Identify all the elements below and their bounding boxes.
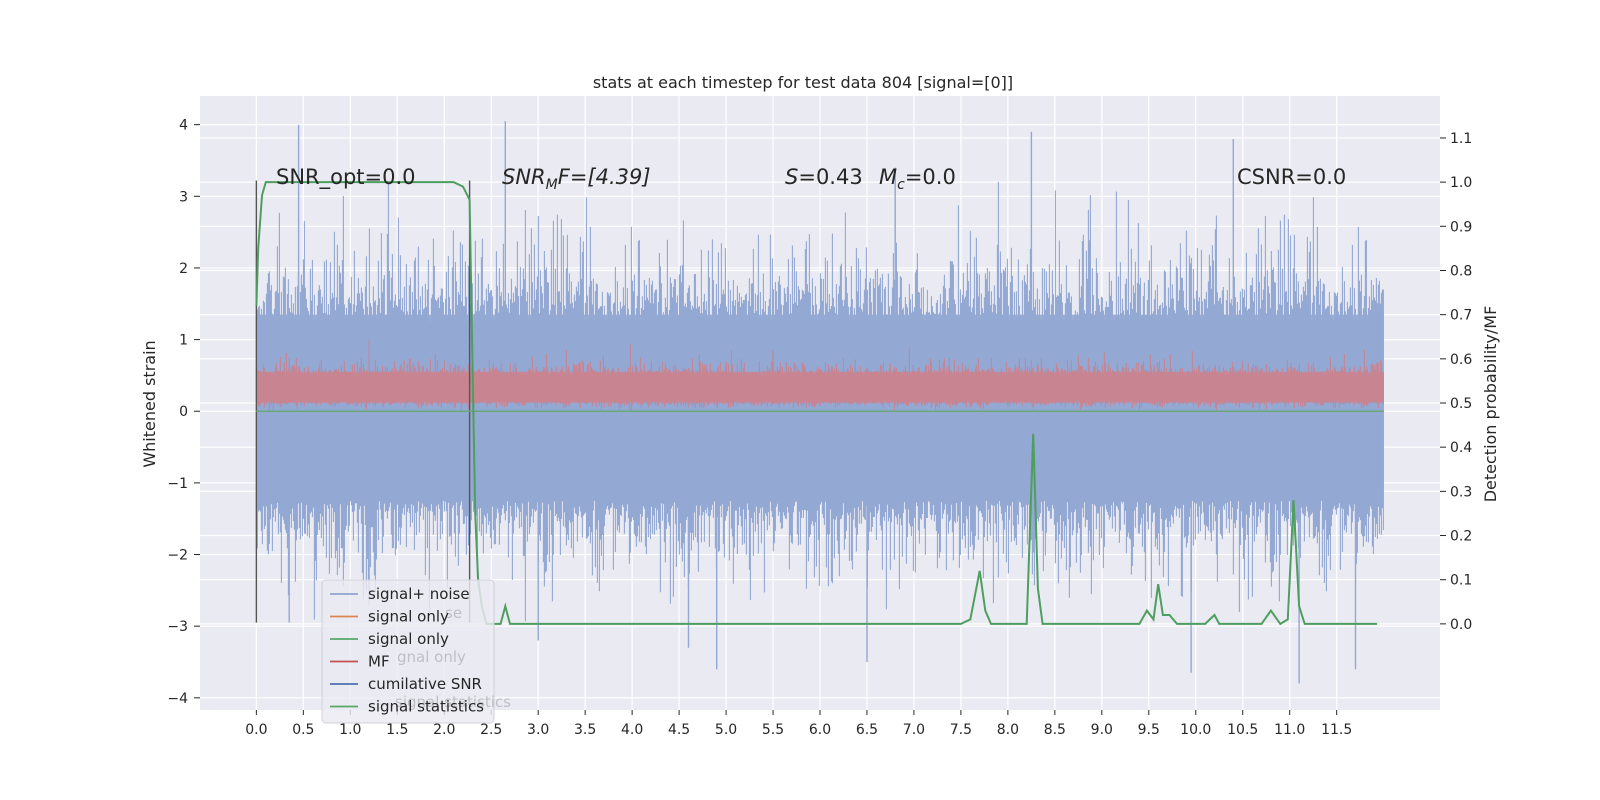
legend-label: signal statistics	[368, 698, 484, 716]
x-tick-label: 0.0	[245, 722, 267, 738]
x-tick-label: 7.5	[950, 722, 972, 738]
y2-tick-label: 0.4	[1450, 440, 1472, 456]
snr-mf-subscript: M	[546, 177, 558, 193]
y-tick-label: 1	[179, 333, 188, 349]
y2-tick-label: 1.0	[1450, 175, 1472, 191]
snr-opt-annotation: SNR_opt=0.0	[276, 165, 416, 190]
y-tick-label: 2	[179, 261, 188, 277]
x-tick-label: 7.0	[903, 722, 925, 738]
legend-ghost-label: se	[445, 604, 462, 622]
x-tick-label: 0.5	[292, 722, 314, 738]
x-tick-label: 5.5	[762, 722, 784, 738]
chart-title: stats at each timestep for test data 804…	[593, 73, 1013, 92]
mc-subscript: c	[897, 177, 905, 193]
signal-statistics-series	[255, 181, 1378, 626]
x-tick-label: 4.0	[621, 722, 643, 738]
x-tick-label: 5.0	[715, 722, 737, 738]
y-tick-label: −2	[167, 548, 188, 564]
y2-tick-label: 0.1	[1450, 573, 1472, 589]
x-tick-label: 6.5	[856, 722, 878, 738]
y2-axis-ticks: 0.0 0.1 0.2 0.3 0.4 0.5 0.6 0.7 0.8 0.9 1.0 1.1	[1440, 131, 1472, 633]
y-tick-label: 4	[179, 118, 188, 134]
snr-mf-annotation: SNRMF=[4.39]	[502, 165, 651, 193]
snr-mf-suffix: F=[4.39]	[558, 165, 651, 189]
legend: se gnal only signal statistics signal+ nois…	[321, 579, 511, 724]
legend-label: MF	[368, 653, 390, 671]
x-tick-label: 10.5	[1227, 722, 1258, 738]
y2-tick-label: 0.8	[1450, 263, 1472, 279]
x-tick-label: 8.0	[997, 722, 1019, 738]
y-tick-label: −4	[167, 691, 188, 707]
x-tick-label: 2.0	[433, 722, 455, 738]
y-axis-label: Whitened strain	[140, 340, 159, 467]
signal-statistics-line	[255, 181, 1378, 626]
legend-label: signal only	[368, 630, 449, 648]
s-suffix: =0.43	[798, 165, 862, 189]
legend-label: cumilative SNR	[368, 675, 482, 693]
annotations: SNR_opt=0.0 SNRMF=[4.39] S=0.43 Mc=0.0 C…	[276, 165, 1346, 193]
legend-ghost-label: signal statistics	[395, 693, 511, 711]
x-tick-label: 1.0	[339, 722, 361, 738]
noise-spikes	[288, 121, 1357, 684]
x-tick-label: 3.0	[527, 722, 549, 738]
x-tick-label: 2.5	[480, 722, 502, 738]
y-tick-label: −1	[167, 476, 188, 492]
x-tick-label: 4.5	[668, 722, 690, 738]
y2-tick-label: 0.5	[1450, 396, 1472, 412]
x-tick-label: 1.5	[386, 722, 408, 738]
x-axis-ticks: 0.0 0.5 1.0 1.5 2.0 2.5 3.0 3.5 4.0 4.5 5.0 5.5 6.0 6…	[245, 710, 1352, 738]
mf-series	[255, 339, 1384, 412]
mc-prefix: M	[879, 165, 897, 189]
legend-label: signal only	[368, 608, 449, 626]
x-tick-label: 9.0	[1091, 722, 1113, 738]
legend-ghost-label: gnal only	[397, 648, 466, 666]
x-tick-label: 11.0	[1274, 722, 1305, 738]
x-tick-label: 11.5	[1321, 722, 1352, 738]
x-tick-label: 6.0	[809, 722, 831, 738]
y2-tick-label: 0.9	[1450, 219, 1472, 235]
y-tick-label: 0	[179, 404, 188, 420]
s-prefix: S	[785, 165, 798, 189]
s-annotation: S=0.43	[785, 165, 863, 189]
legend-box	[321, 579, 495, 724]
y2-tick-label: 0.2	[1450, 529, 1472, 545]
y2-axis-label: Detection probability/MF	[1481, 306, 1500, 503]
y2-tick-label: 0.6	[1450, 352, 1472, 368]
y2-tick-label: 0.0	[1450, 617, 1472, 633]
mc-annotation: Mc=0.0	[879, 165, 956, 193]
y2-tick-label: 1.1	[1450, 131, 1472, 147]
mc-suffix: =0.0	[905, 165, 956, 189]
snr-mf-prefix: SNR	[502, 165, 546, 189]
y2-tick-label: 0.3	[1450, 484, 1472, 500]
x-tick-label: 3.5	[574, 722, 596, 738]
y-tick-label: 3	[179, 189, 188, 205]
csnr-annotation: CSNR=0.0	[1237, 165, 1346, 189]
y2-tick-label: 0.7	[1450, 308, 1472, 324]
y-axis-ticks: −4 −3 −2 −1 0 1 2 3 4	[167, 118, 200, 707]
x-tick-label: 9.5	[1138, 722, 1160, 738]
legend-label: signal+ noise	[368, 585, 470, 603]
y-tick-label: −3	[167, 619, 188, 635]
x-tick-label: 10.0	[1180, 722, 1211, 738]
x-tick-label: 8.5	[1044, 722, 1066, 738]
